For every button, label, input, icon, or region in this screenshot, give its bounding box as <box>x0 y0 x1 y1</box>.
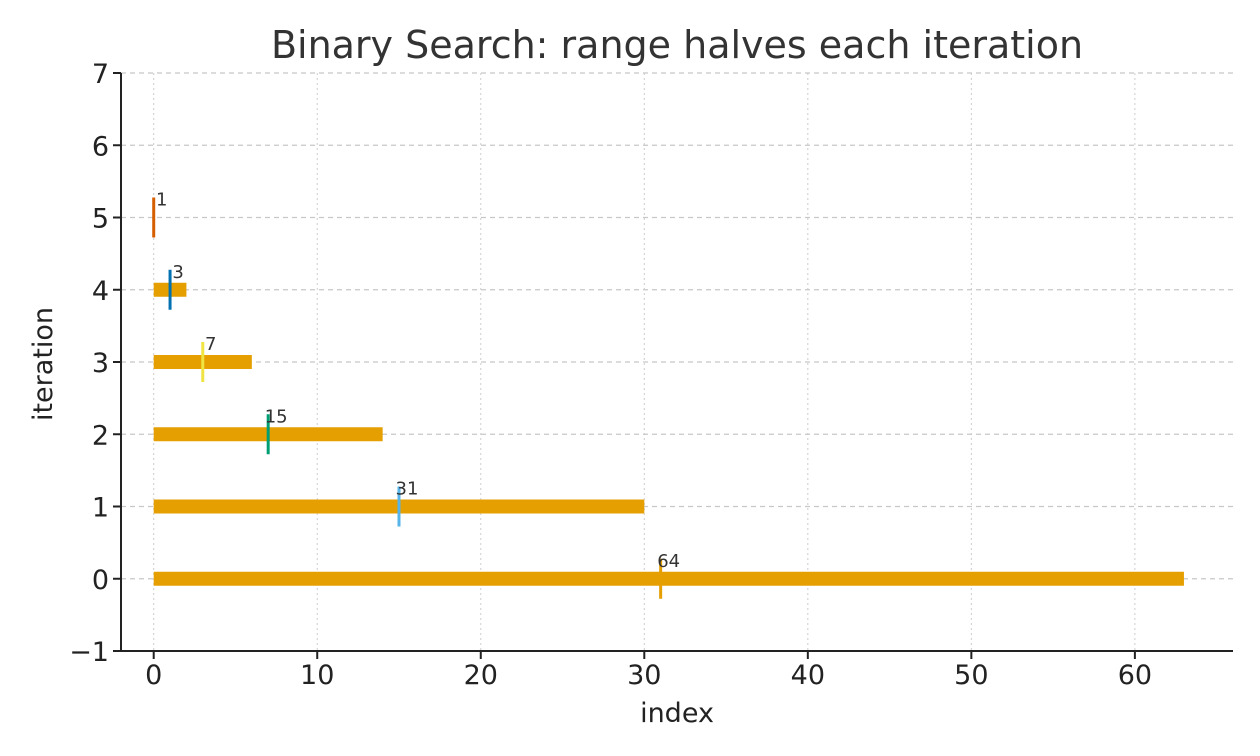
x-tick-label: 10 <box>300 660 334 691</box>
x-tick-label: 20 <box>464 660 498 691</box>
size-label-iteration-2: 15 <box>265 406 288 427</box>
y-tick-label: 3 <box>92 348 109 379</box>
x-axis-label: index <box>640 698 714 729</box>
x-tick-label: 0 <box>145 660 162 691</box>
y-tick-label: 5 <box>92 204 109 235</box>
size-label-iteration-4: 3 <box>172 262 183 283</box>
y-tick-label: 7 <box>92 59 109 90</box>
x-tick-label: 50 <box>954 660 988 691</box>
y-tick-label: 6 <box>92 131 109 162</box>
y-tick-label: 2 <box>92 420 109 451</box>
size-label-iteration-3: 7 <box>205 334 216 355</box>
y-tick-label: 4 <box>92 276 109 307</box>
size-label-iteration-5: 1 <box>156 190 167 211</box>
y-axis-label: iteration <box>28 307 59 421</box>
size-label-iteration-1: 31 <box>396 479 419 500</box>
y-tick-label: 1 <box>92 493 109 524</box>
chart-title: Binary Search: range halves each iterati… <box>271 23 1083 67</box>
y-tick-label: −1 <box>69 637 109 668</box>
x-tick-label: 30 <box>627 660 661 691</box>
y-tick-label: 0 <box>92 565 109 596</box>
x-tick-label: 60 <box>1118 660 1152 691</box>
range-bar-iteration-0 <box>153 571 1184 586</box>
axes-layer: 0 10 20 30 40 50 60 −1 0 1 2 3 4 5 6 7 <box>69 59 1233 691</box>
size-label-iteration-0: 64 <box>657 551 680 572</box>
x-tick-label: 40 <box>791 660 825 691</box>
grid-layer <box>121 72 1233 652</box>
